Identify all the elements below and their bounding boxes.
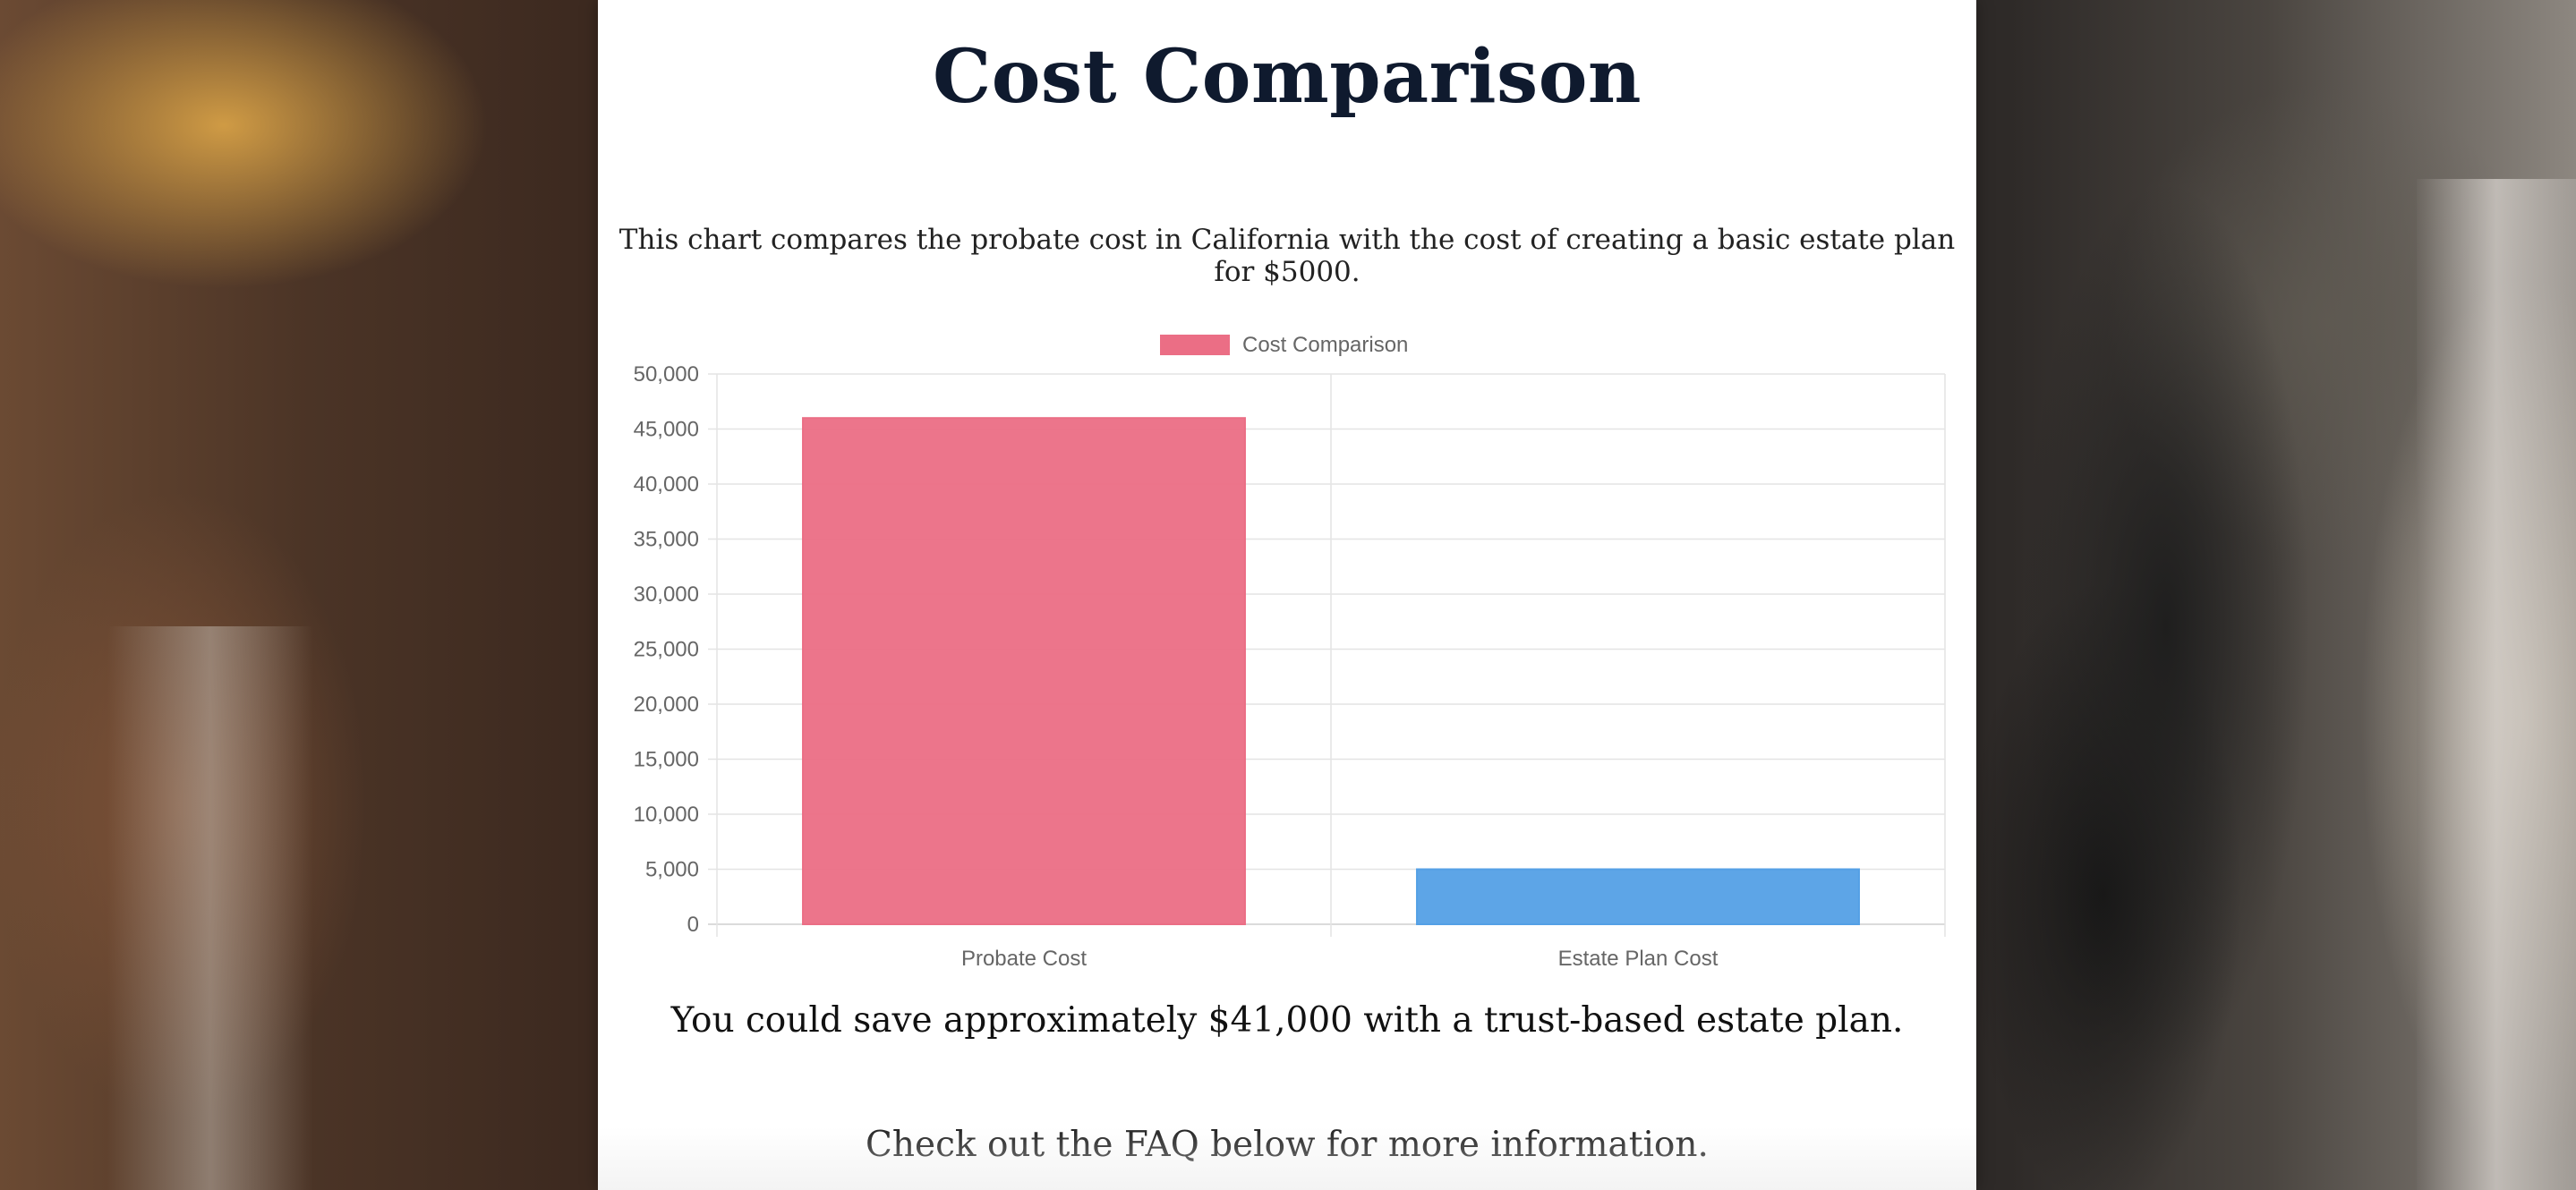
y-tick-label: 5,000: [645, 858, 699, 882]
intro-text: This chart compares the probate cost in …: [618, 224, 1956, 288]
x-tick-label: Probate Cost: [961, 947, 1087, 971]
savings-text: You could save approximately $41,000 wit…: [670, 1000, 1904, 1041]
legend-label[interactable]: Cost Comparison: [1242, 333, 1408, 357]
background-statue: [1978, 54, 2354, 1190]
y-tick-label: 15,000: [634, 748, 699, 772]
faq-note: Check out the FAQ below for more informa…: [866, 1125, 1709, 1165]
chart-axes: 0 5,000 10,000 15,000 20,000 25,000 30,000 35,0…: [634, 362, 1719, 971]
y-tick-label: 30,000: [634, 582, 699, 607]
cost-comparison-chart: 0 5,000 10,000 15,000 20,000 25,000 30,000 35,0…: [634, 333, 1946, 971]
x-tick-label: Estate Plan Cost: [1558, 947, 1719, 971]
content-panel: Cost Comparison This chart compares the …: [598, 0, 1976, 1190]
y-tick-label: 35,000: [634, 528, 699, 552]
legend-swatch[interactable]: [1160, 335, 1230, 355]
y-tick-label: 10,000: [634, 803, 699, 827]
page-title: Cost Comparison: [932, 34, 1642, 120]
background-column-right: [2417, 179, 2576, 1190]
y-tick-label: 50,000: [634, 362, 699, 387]
background-column-left: [107, 626, 313, 1190]
y-tick-label: 25,000: [634, 638, 699, 662]
chart-bars: [802, 417, 1860, 925]
y-tick-label: 0: [687, 913, 699, 937]
y-tick-label: 40,000: [634, 472, 699, 497]
y-tick-label: 45,000: [634, 418, 699, 442]
chart-legend[interactable]: Cost Comparison: [1160, 333, 1408, 357]
y-tick-label: 20,000: [634, 693, 699, 717]
bar[interactable]: [1416, 868, 1860, 925]
bar[interactable]: [802, 417, 1246, 925]
